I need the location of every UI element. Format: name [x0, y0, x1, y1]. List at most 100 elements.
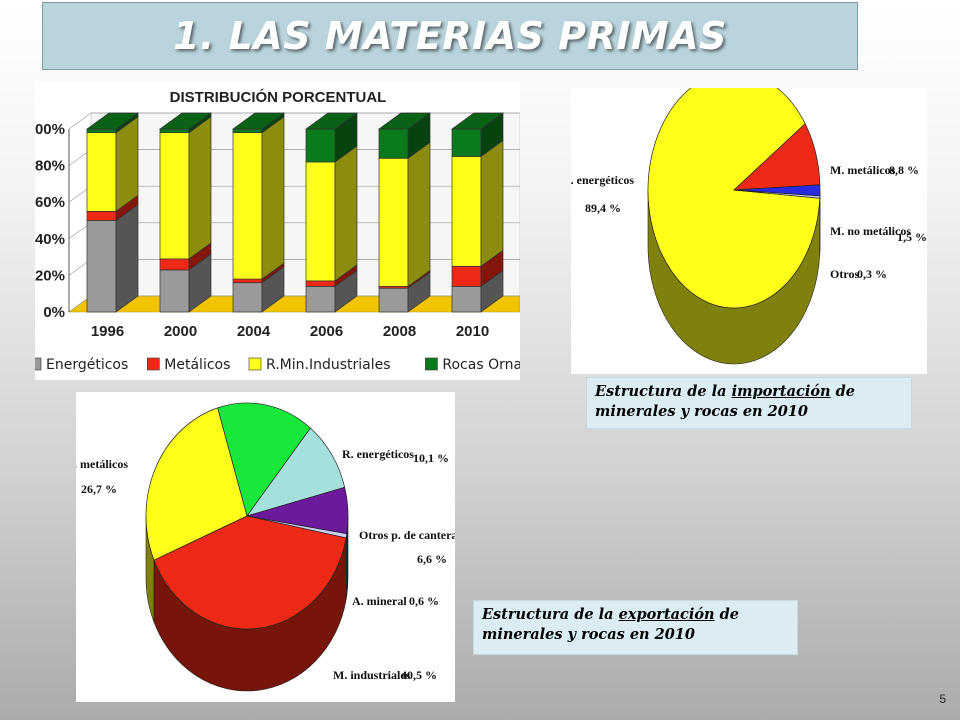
- y-tick-label: 20%: [35, 267, 65, 284]
- legend-label: Metálicos: [164, 357, 230, 373]
- export-value-metalicos: 26,7 %: [81, 482, 117, 496]
- bar-segment-1996-1: [86, 211, 117, 221]
- bar-segment-1996-3: [86, 128, 117, 134]
- bar-group-1996: [85, 112, 140, 313]
- export-label-amineral: A. mineral: [352, 594, 407, 608]
- gridline-diag: [68, 112, 92, 130]
- bar-segment-2010-3: [451, 128, 482, 157]
- bar-top-2010: [450, 112, 505, 130]
- bar-segment-1996-2: [86, 132, 117, 212]
- export-value-amineral: 0,6 %: [409, 594, 439, 608]
- pie-slice-5: [153, 515, 347, 630]
- bar-segment-1996-0: [86, 220, 117, 313]
- y-tick-label: 40%: [35, 231, 65, 248]
- bar-segment-2004-1: [232, 278, 263, 284]
- export-value-industriales: 40,5 %: [401, 668, 437, 682]
- x-tick-label: 2006: [310, 323, 343, 340]
- x-tick-label: 2004: [237, 323, 271, 340]
- bar-chart-panel: DISTRIBUCIÓN PORCENTUAL 0% 20% 40% 60% 80% 100…: [35, 82, 520, 380]
- export-label-energeticos: R. energéticos: [342, 447, 414, 461]
- bar-top-2008: [377, 112, 432, 130]
- bar-side-2006-2: [334, 145, 358, 282]
- bar-group-2006: [304, 112, 359, 313]
- import-caption-pre: Estructura de la: [595, 383, 732, 400]
- import-label-otros: Otros: [830, 267, 859, 281]
- bar-group-2008: [377, 112, 432, 313]
- bar-top-1996: [85, 112, 140, 130]
- slide-title: 1. LAS MATERIAS PRIMAS: [172, 14, 728, 58]
- import-caption-em: importación: [731, 383, 831, 400]
- legend-label: Energéticos: [46, 357, 128, 373]
- legend-label: Rocas Ornamentales: [442, 357, 520, 373]
- x-tick-label: 1996: [91, 323, 124, 340]
- legend-swatch: [35, 357, 42, 371]
- pie-top: [647, 88, 821, 309]
- export-value-energeticos: 10,1 %: [413, 451, 449, 465]
- bar-segment-2008-2: [378, 157, 409, 287]
- bar-side-1996-2: [115, 115, 139, 213]
- legend-swatch: [425, 357, 438, 371]
- bar-segment-2010-0: [451, 286, 482, 313]
- bar-segment-2004-0: [232, 282, 263, 313]
- y-tick-label: 0%: [43, 304, 65, 321]
- bar-segment-2000-0: [159, 269, 190, 313]
- export-caption: Estructura de la exportación de minerale…: [473, 600, 798, 655]
- bar-segment-2004-3: [232, 128, 263, 134]
- bar-side-1996-0: [115, 203, 139, 313]
- import-value-metalicos: 8,8 %: [889, 163, 919, 177]
- title-bar: 1. LAS MATERIAS PRIMAS: [42, 2, 858, 70]
- x-tick-label: 2010: [456, 323, 489, 340]
- import-label-metalicos: M. metálicos: [830, 163, 896, 177]
- export-label-otros: Otros p. de cantera: [359, 528, 455, 542]
- export-caption-pre: Estructura de la: [482, 606, 619, 623]
- legend-label: R.Min.Industriales: [266, 357, 391, 373]
- y-tick-label: 60%: [35, 194, 65, 211]
- import-value-no-metalicos: 1,5 %: [897, 230, 927, 244]
- import-caption: Estructura de la importación de minerale…: [586, 377, 912, 429]
- bar-segment-2006-0: [305, 286, 336, 313]
- y-tick-label: 80%: [35, 158, 65, 175]
- bar-segment-2006-1: [305, 280, 336, 287]
- bar-group-2010: [450, 112, 505, 313]
- pie-slice-0: [647, 88, 821, 309]
- bar-segment-2006-3: [305, 128, 336, 163]
- bar-segment-2008-0: [378, 287, 409, 313]
- bar-top-2000: [158, 112, 213, 130]
- bar-segment-2006-2: [305, 161, 336, 282]
- bar-side-2000-2: [188, 115, 212, 260]
- pie-slice-1: [217, 402, 311, 517]
- bar-segment-2010-2: [451, 156, 482, 267]
- export-caption-em: exportación: [618, 606, 715, 623]
- import-label-no-metalicos: M. no metálicos: [830, 224, 911, 238]
- export-label-metalicos: M. metálicos: [76, 457, 128, 471]
- legend-swatch: [248, 357, 262, 371]
- export-label-industriales: M. industriales: [333, 668, 411, 682]
- import-value-energeticos: 89,4 %: [585, 201, 621, 215]
- bar-segment-2008-3: [378, 128, 409, 159]
- x-tick-label: 2008: [383, 323, 416, 340]
- pie-slice-0: [145, 407, 248, 561]
- import-value-otros: 0,3 %: [857, 267, 887, 281]
- bar-chart: DISTRIBUCIÓN PORCENTUAL 0% 20% 40% 60% 80% 100…: [35, 88, 520, 373]
- bar-segment-2010-1: [451, 265, 482, 287]
- pie-top: [145, 402, 349, 630]
- bar-side-2010-2: [480, 139, 504, 267]
- bar-group-2000: [158, 112, 213, 313]
- bar-group-2004: [231, 112, 286, 313]
- bar-top-2004: [231, 112, 286, 130]
- pie-slice-3: [733, 189, 821, 199]
- chart-title: DISTRIBUCIÓN PORCENTUAL: [170, 88, 387, 106]
- import-caption-post: de minerales y rocas en 2010: [595, 383, 855, 420]
- bar-side-2008-2: [407, 141, 431, 288]
- bar-segment-2004-2: [232, 132, 263, 280]
- export-value-otros: 6,6 %: [417, 552, 447, 566]
- bar-top-2006: [304, 112, 359, 130]
- bar-segment-2000-2: [159, 132, 190, 260]
- slide-number: 5: [939, 692, 946, 706]
- pie-slice-2: [246, 427, 346, 517]
- bar-side-2004-2: [261, 115, 285, 280]
- bar-segment-2000-1: [159, 258, 190, 271]
